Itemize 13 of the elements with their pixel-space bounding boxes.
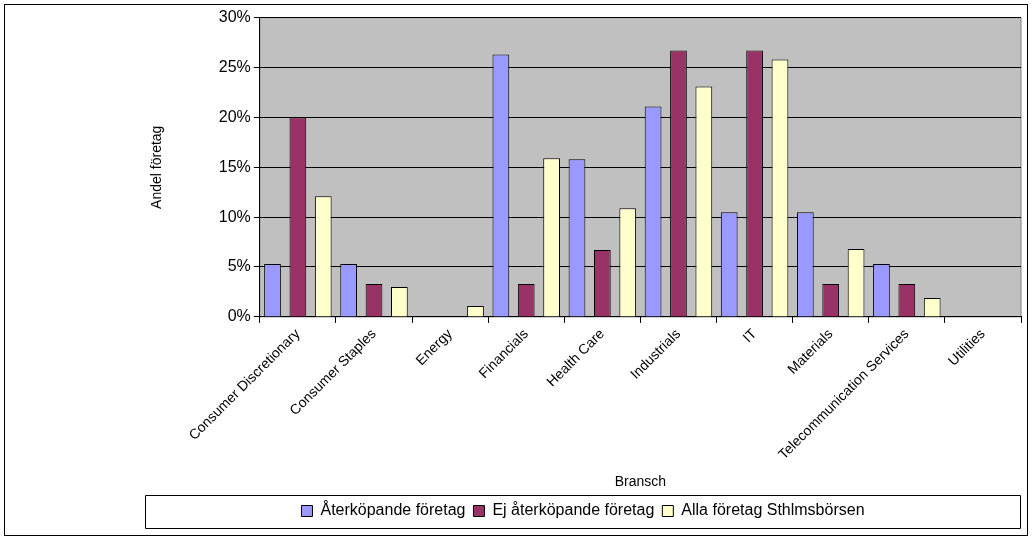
legend-label: Ej återköpande företag xyxy=(492,501,655,519)
x-axis-title: Bransch xyxy=(614,473,667,490)
y-tick-label: 20% xyxy=(218,107,251,125)
legend-label: Återköpande företag xyxy=(320,500,466,519)
y-tick-label: 30% xyxy=(218,8,251,26)
y-axis-title: Andel företag xyxy=(148,125,165,209)
y-tick-label: 15% xyxy=(218,157,251,175)
y-tick-label: 25% xyxy=(218,57,251,75)
y-tick-label: 10% xyxy=(218,207,251,225)
x-tick-label: IT xyxy=(739,325,760,346)
y-tick-label: 5% xyxy=(227,257,251,275)
legend-label: Alla företag Sthlmsbörsen xyxy=(681,501,865,519)
y-tick-label: 0% xyxy=(227,307,251,325)
